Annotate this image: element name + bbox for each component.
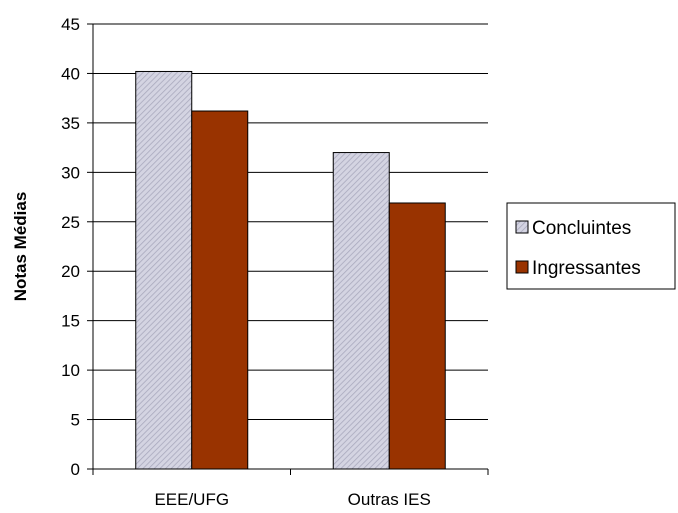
- x-category-label: EEE/UFG: [154, 490, 229, 509]
- y-tick-label: 5: [71, 411, 80, 430]
- legend-swatch: [515, 220, 529, 234]
- bar-concluintes: [332, 152, 390, 470]
- legend-box: [506, 202, 676, 290]
- y-tick-label: 35: [61, 114, 80, 133]
- y-tick-label: 40: [61, 64, 80, 83]
- y-tick-labels: 0 5 10 15 20 25 30 35 40 45: [61, 15, 93, 479]
- bars: [135, 70, 446, 470]
- y-axis-title: Notas Médias: [11, 192, 30, 302]
- y-tick-label: 20: [61, 262, 80, 281]
- y-tick-label: 30: [61, 163, 80, 182]
- legend-label: Concluintes: [532, 218, 631, 239]
- legend-swatch: [515, 260, 529, 274]
- y-tick-label: 10: [61, 361, 80, 380]
- legend-label: Ingressantes: [532, 258, 641, 279]
- y-tick-label: 0: [71, 460, 80, 479]
- y-tick-label: 15: [61, 312, 80, 331]
- x-category-labels: EEE/UFG Outras IES: [92, 469, 489, 509]
- y-tick-label: 45: [61, 15, 80, 34]
- bar-ingressantes: [388, 202, 446, 470]
- bar-ingressantes: [191, 110, 249, 470]
- y-tick-label: 25: [61, 213, 80, 232]
- x-category-label: Outras IES: [348, 490, 431, 509]
- legend: Concluintes Ingressantes: [506, 202, 676, 290]
- bar-concluintes: [135, 70, 193, 470]
